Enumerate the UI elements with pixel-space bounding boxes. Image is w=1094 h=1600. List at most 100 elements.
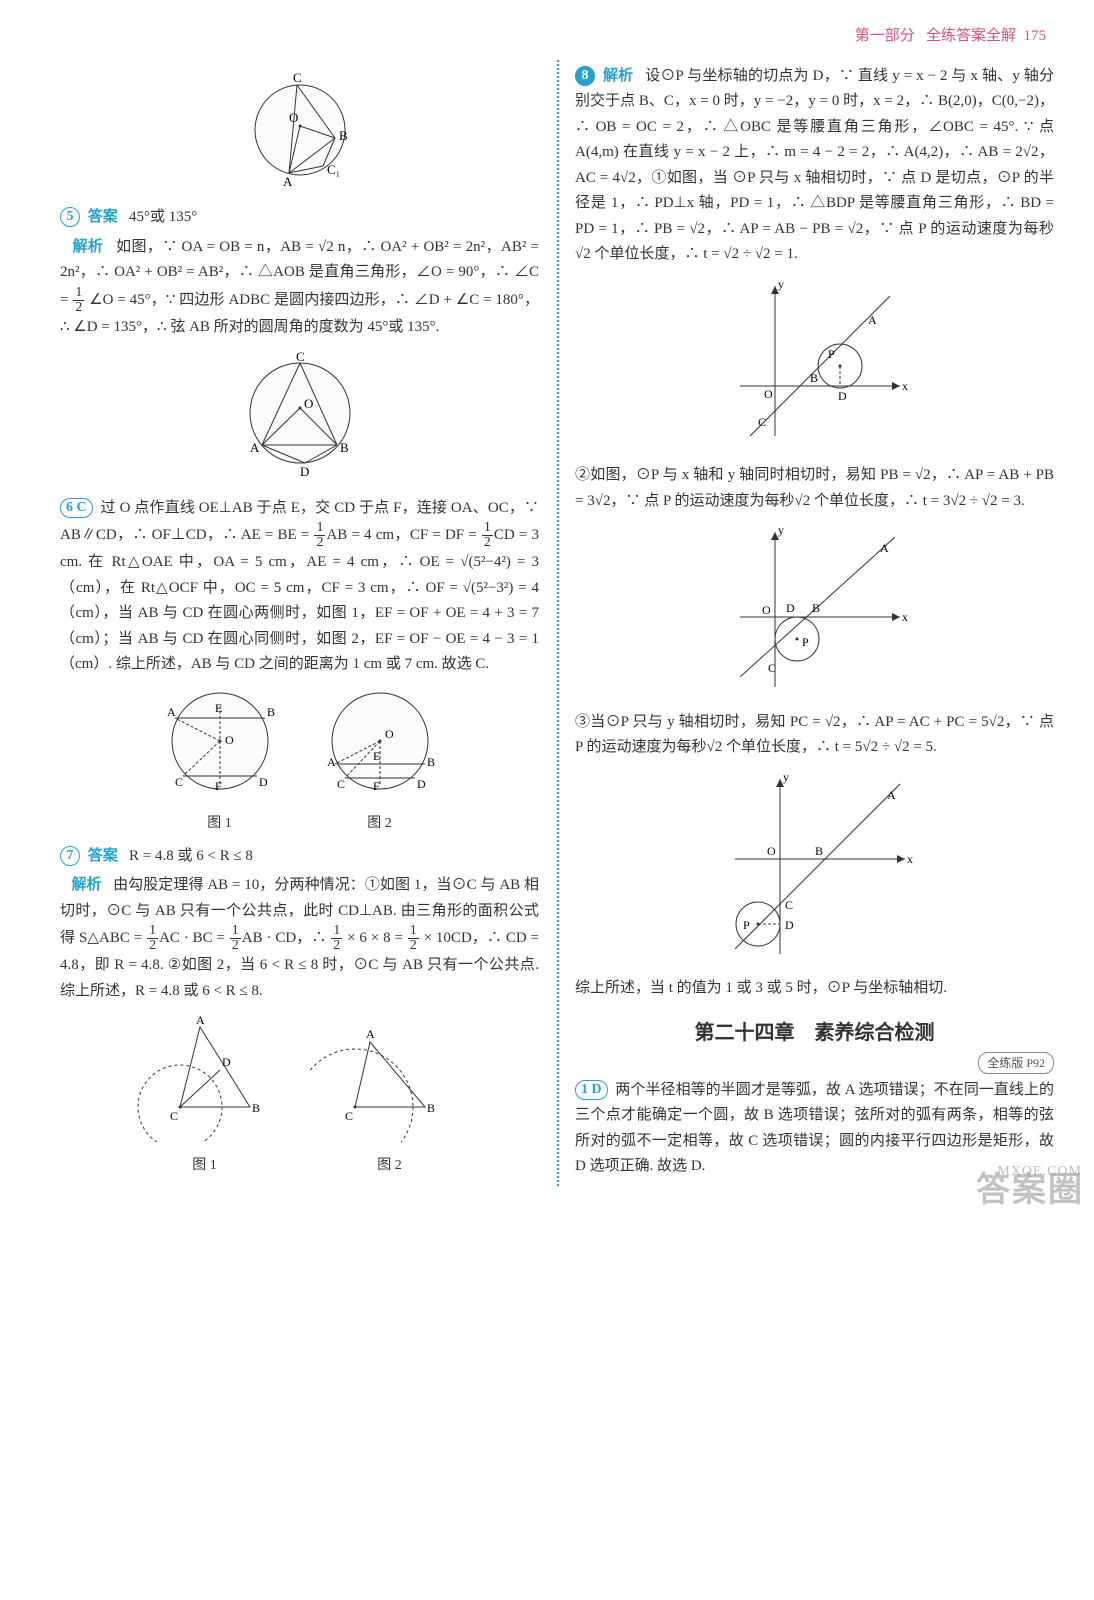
frac-n: 1 [230,924,241,939]
explain-label: 解析 [73,239,104,255]
fig-label-2: 图 2 [315,812,445,836]
triangle-circle-icon: A D C B [130,1012,280,1142]
svg-text:C₁: C₁ [327,162,340,177]
svg-text:O: O [762,603,771,617]
page-ref-badge: 全练版 P92 [978,1052,1054,1074]
figure-q7-1: A D C B 图 1 [130,1012,280,1177]
q1-body: 两个半径相等的半圆才是等弧，故 A 选项错误；不在同一直线上的三个点才能确定一个… [575,1082,1054,1175]
coord-plane-icon: yx O A DB P C [720,522,910,692]
q6-text: 6 C 过 O 点作直线 OE⊥AB 于点 E，交 CD 于点 F，连接 OA、… [60,496,539,678]
frac-n: 1 [482,521,493,536]
coord-plane-icon: yx O A P B D C [720,276,910,446]
explain-label: 解析 [71,877,101,893]
frac-d: 2 [482,536,493,550]
triangle-circle-icon: A C B [310,1012,470,1142]
frac-n: 1 [331,924,342,939]
svg-text:D: D [300,464,309,478]
frac-d: 2 [408,939,419,953]
frac-n: 1 [73,286,84,301]
coord-plane-icon: yx O A B C D P [715,769,915,959]
q5-answer: 45°或 135° [129,209,197,225]
svg-text:C: C [758,415,766,429]
svg-text:D: D [222,1055,231,1069]
svg-text:C: C [293,70,302,85]
q8-num: 8 [575,66,595,86]
circle-diagram-icon: O AEB CFD [315,686,445,801]
svg-text:F: F [215,779,222,793]
svg-text:C: C [768,661,776,675]
q8-text-3: ③当⊙P 只与 y 轴相切时，易知 PC = √2，∴ AP = AC + PC… [575,710,1054,761]
page-header: 第一部分 全练答案全解 175 [60,24,1054,50]
frac-d: 2 [147,939,158,953]
figure-q8-2: yx O A DB P C [575,522,1054,702]
frac-d: 2 [331,939,342,953]
page: 第一部分 全练答案全解 175 C O [0,0,1094,1226]
q7-c: AB · CD，∴ [242,930,330,946]
svg-text:B: B [267,705,275,719]
svg-text:A: A [283,174,293,188]
svg-text:O: O [764,387,773,401]
answer-label: 答案 [88,209,118,225]
svg-text:C: C [175,775,183,789]
svg-text:F: F [373,779,380,793]
q6-num: 6 C [60,498,93,518]
q8-text: 8 解析 设⊙P 与坐标轴的切点为 D，∵ 直线 y = x − 2 与 x 轴… [575,64,1054,268]
figure-q8-3: yx O A B C D P [575,769,1054,969]
svg-text:x: x [902,379,908,393]
columns: C O B C₁ A 5 答案 45°或 135° 解析 如图，∵ OA = O… [60,60,1054,1186]
header-title: 全练答案全解 [926,28,1016,44]
frac-d: 2 [73,301,84,315]
q6-b: AB = 4 cm，CF = DF = [326,527,480,543]
frac-d: 2 [314,536,325,550]
svg-text:D: D [838,389,847,403]
svg-text:y: y [783,770,789,784]
figure-q5-top: C O B C₁ A [60,68,539,198]
explain-label: 解析 [603,68,633,84]
q7-explain: 解析 由勾股定理得 AB = 10，分两种情况：①如图 1，当⊙C 与 AB 相… [60,873,539,1004]
svg-text:A: A [880,541,889,555]
q5-text-b: ∠O = 45°，∵ 四边形 ADBC 是圆内接四边形，∴ ∠D + ∠C = … [60,291,539,334]
figure-q7-pair: A D C B 图 1 A C B [60,1012,539,1177]
svg-text:A: A [366,1027,375,1041]
q7-num: 7 [60,846,80,866]
q8-text-4: 综上所述，当 t 的值为 1 或 3 或 5 时，⊙P 与坐标轴相切. [575,976,1054,1002]
q5-num: 5 [60,207,80,227]
svg-text:O: O [767,844,776,858]
svg-text:O: O [289,110,298,125]
circle-diagram-icon: AEB O CFD [155,686,285,801]
header-page: 175 [1024,28,1047,44]
svg-text:A: A [167,705,176,719]
svg-text:O: O [304,396,313,411]
q5-explain: 解析 如图，∵ OA = OB = n，AB = √2 n，∴ OA² + OB… [60,235,539,341]
figure-q5-bottom: C O A B D [60,348,539,488]
frac-d: 2 [230,939,241,953]
svg-text:P: P [743,918,750,932]
svg-text:x: x [902,610,908,624]
frac-n: 1 [314,521,325,536]
svg-text:B: B [427,1101,435,1115]
svg-text:B: B [252,1101,260,1115]
svg-text:B: B [339,128,348,143]
fig-label-2: 图 2 [310,1154,470,1178]
svg-text:B: B [812,601,820,615]
figure-q6-1: AEB O CFD 图 1 [155,686,285,836]
svg-text:P: P [802,635,809,649]
svg-text:E: E [215,701,222,715]
svg-text:B: B [340,440,349,455]
q6-c: CD = 3 cm. 在 Rt△OAE 中，OA = 5 cm，AE = 4 c… [60,527,539,672]
right-column: 8 解析 设⊙P 与坐标轴的切点为 D，∵ 直线 y = x − 2 与 x 轴… [557,60,1054,1186]
svg-text:O: O [225,733,234,747]
svg-text:x: x [907,852,913,866]
svg-text:A: A [250,440,260,455]
svg-text:D: D [417,777,426,791]
svg-text:A: A [887,788,896,802]
figure-q8-1: yx O A P B D C [575,276,1054,456]
q7-answer: R = 4.8 或 6 < R ≤ 8 [129,848,253,864]
section-title: 第二十四章 素养综合检测 [575,1016,1054,1050]
figure-q7-2: A C B 图 2 [310,1012,470,1177]
q1-num: 1 D [575,1080,608,1100]
column-divider [557,60,559,1186]
svg-text:P: P [828,347,835,361]
q5-answer-line: 5 答案 45°或 135° [60,205,539,231]
header-part: 第一部分 [855,28,915,44]
